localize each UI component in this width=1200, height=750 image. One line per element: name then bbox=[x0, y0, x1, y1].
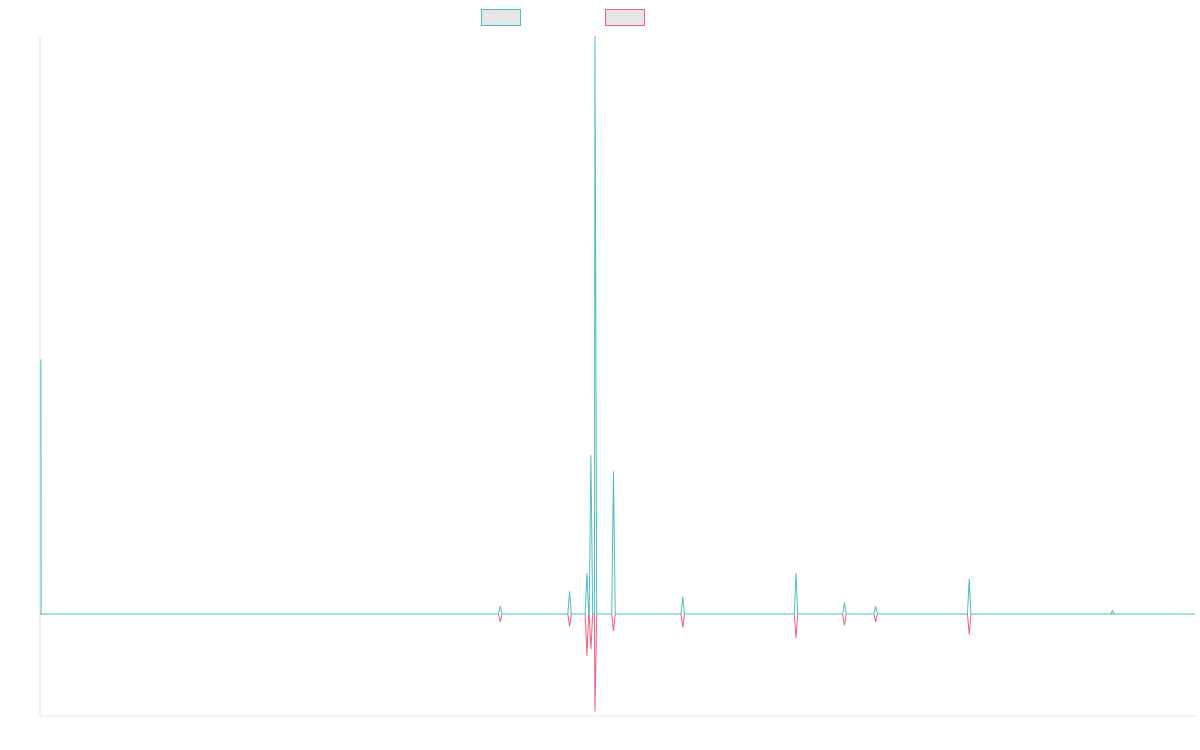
legend bbox=[481, 9, 645, 26]
legend-swatch-series-1[interactable] bbox=[481, 9, 521, 26]
axes bbox=[39, 36, 1195, 717]
series-1-line bbox=[40, 35, 1195, 615]
series-2-line bbox=[40, 613, 1195, 712]
legend-swatch-series-2[interactable] bbox=[605, 9, 645, 26]
series-layer bbox=[40, 35, 1195, 712]
